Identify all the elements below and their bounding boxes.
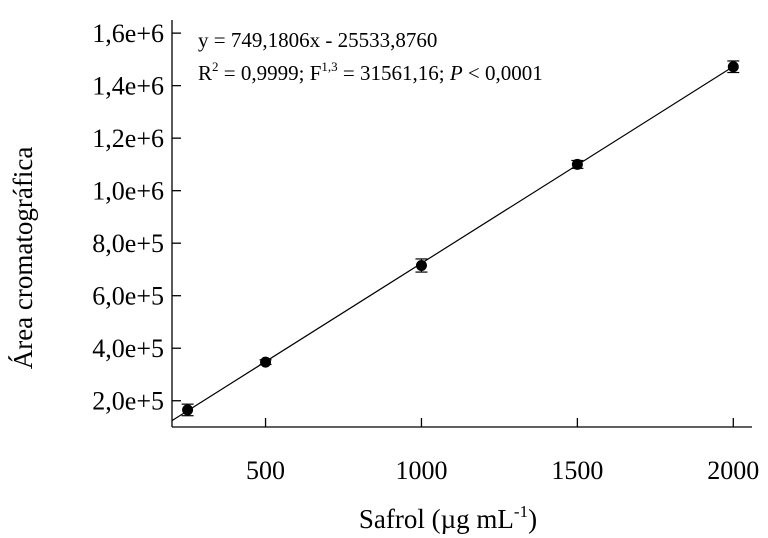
regression-line-path (171, 66, 734, 422)
regression-line (171, 66, 734, 422)
data-point (182, 404, 194, 416)
f-value: = 31561,16; (338, 61, 450, 85)
data-point (571, 158, 583, 170)
r-superscript: 2 (212, 59, 219, 74)
p-value: < 0,0001 (463, 61, 543, 85)
y-tick-label: 1,0e+6 (92, 177, 164, 206)
y-axis-title: Área cromatográfica (8, 147, 38, 370)
x-axis-title-close: ) (528, 504, 537, 534)
data-point (260, 356, 272, 368)
y-tick-label: 8,0e+5 (92, 229, 164, 258)
y-tick-label: 6,0e+5 (92, 282, 164, 311)
data-points (181, 60, 740, 417)
x-axis-title: Safrol (µg mL-1) (359, 502, 537, 534)
f-superscript: 1,3 (321, 59, 337, 74)
ticks: 2,0e+5 4,0e+5 6,0e+5 8,0e+5 1,0e+6 1,2e+6 1,4e… (92, 19, 759, 485)
y-tick-label: 4,0e+5 (92, 334, 164, 363)
data-point (415, 260, 427, 272)
x-axis-title-superscript: -1 (514, 502, 528, 521)
equation-annotation: y = 749,1806x - 25533,8760 (198, 28, 437, 52)
x-tick-label: 1000 (395, 456, 447, 485)
r-label: R (198, 61, 212, 85)
y-tick-label: 1,4e+6 (92, 72, 164, 101)
y-tick-label: 1,6e+6 (92, 19, 164, 48)
stats-annotation: R2 = 0,9999; F1,3 = 31561,16; P < 0,0001 (198, 59, 543, 85)
data-point (727, 61, 739, 73)
x-tick-label: 2000 (707, 456, 759, 485)
y-tick-label: 2,0e+5 (92, 387, 164, 416)
r-value: = 0,9999; F (219, 61, 322, 85)
x-axis-title-text: Safrol (µg mL (359, 504, 514, 534)
x-tick-label: 1500 (551, 456, 603, 485)
p-label: P (449, 61, 463, 85)
x-tick-label: 500 (246, 456, 285, 485)
axes (171, 20, 752, 428)
y-tick-label: 1,2e+6 (92, 124, 164, 153)
